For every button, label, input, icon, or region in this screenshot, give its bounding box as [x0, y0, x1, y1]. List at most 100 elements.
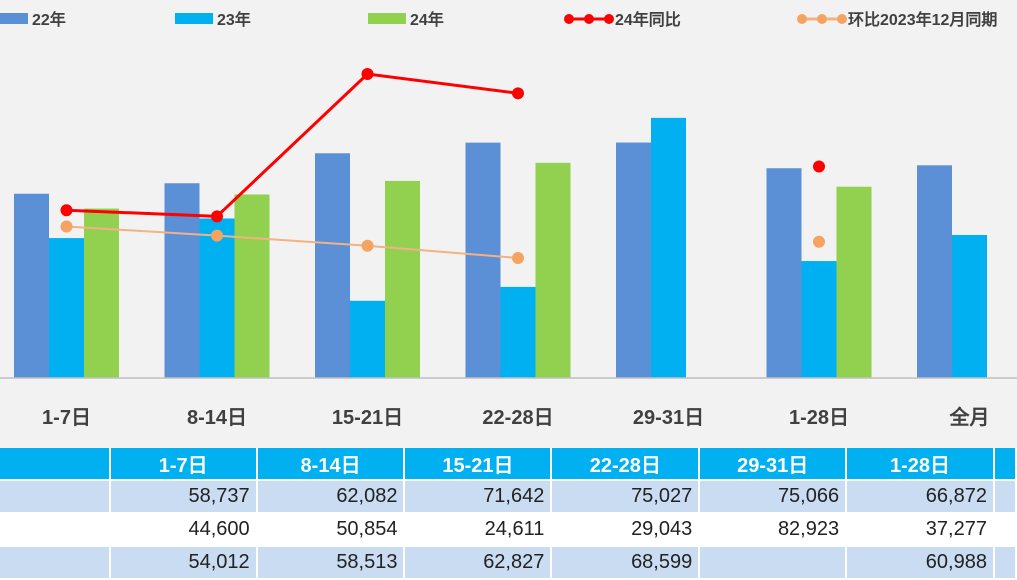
table-cell: 62,082: [256, 480, 406, 514]
bar-23年-全月: [952, 234, 987, 378]
table-header-cell: 1-28日: [846, 448, 995, 481]
bar-22年-29-31日: [616, 142, 651, 378]
table-cell: [699, 546, 848, 580]
table-header-cell: 15-21日: [404, 448, 553, 481]
table-cell: 44,600: [109, 513, 258, 547]
line-segment-24年同比: [215, 72, 369, 218]
table-cell: [0, 480, 111, 514]
legend-marker: [817, 14, 827, 24]
legend-marker: [584, 14, 594, 24]
bar-22年-15-21日: [315, 153, 350, 378]
legend-item: 24年同比: [564, 10, 681, 29]
combo-chart: 22年 23年 24年 24年同比 环比2023年12月同期 1-7日 8-14日 15-2…: [0, 10, 1017, 429]
bar-24年-15-21日: [385, 180, 420, 378]
x-tick-label: 全月: [949, 405, 990, 429]
point-24年同比-1-28日: [813, 160, 825, 173]
x-tick-label: 1-28日: [789, 407, 849, 429]
line-segment-环比2023年12月同期: [216, 234, 368, 247]
legend-swatch: [0, 13, 28, 24]
legend-item: 23年: [175, 10, 251, 29]
table-cell: [0, 513, 111, 547]
table-cell: 60,988: [846, 546, 995, 580]
bar-24年-1-7日: [84, 208, 119, 378]
bar-22年-22-28日: [465, 142, 501, 378]
line-segment-24年同比: [367, 72, 519, 95]
table-cell: 75,066: [699, 480, 848, 514]
table-header-cell: 29-31日: [699, 448, 848, 481]
bar-24年-8-14日: [234, 194, 270, 378]
line-segment-环比2023年12月同期: [66, 225, 218, 237]
line-segment-环比2023年12月同期: [367, 244, 519, 259]
legend-label: 22年: [32, 10, 66, 29]
bar-24年-22-28日: [535, 162, 571, 378]
point-环比2023年12月同期-1-7日: [60, 220, 73, 233]
legend-swatch: [175, 13, 213, 24]
legend-marker: [604, 14, 614, 24]
bar-22年-1-28日: [766, 168, 802, 378]
point-环比2023年12月同期-1-28日: [813, 235, 825, 248]
table-cell: 37,277: [846, 513, 995, 547]
bar-24年-1-28日: [836, 186, 872, 378]
x-axis-ticks: 1-7日 8-14日 15-21日 22-28日 29-31日 1-28日 全月: [42, 405, 989, 429]
table-cell: 71,642: [404, 480, 553, 514]
legend-marker: [797, 14, 807, 24]
point-环比2023年12月同期-15-21日: [361, 239, 374, 252]
table-header-cell: [0, 448, 111, 481]
bar-22年-全月: [917, 165, 952, 378]
bar-22年-8-14日: [164, 183, 200, 378]
data-table: 1-7日 8-14日 15-21日 22-28日 29-31日 1-28日 58,737 6…: [0, 448, 1017, 580]
table-cell: [993, 513, 1017, 547]
legend-item: 环比2023年12月同期: [797, 10, 997, 29]
table-cell: 50,854: [256, 513, 406, 547]
bar-23年-29-31日: [651, 117, 686, 379]
legend-swatch: [368, 13, 406, 24]
table-body: 58,737 62,082 71,642 75,027 75,066 66,872 44,6…: [0, 480, 1017, 580]
legend-item: 22年: [0, 10, 66, 29]
table-cell: 68,599: [551, 546, 701, 580]
bar-23年-1-28日: [801, 261, 837, 378]
table-cell: 24,611: [404, 513, 553, 547]
legend-marker: [564, 14, 574, 24]
x-tick-label: 8-14日: [187, 407, 247, 429]
table-cell: 62,827: [404, 546, 553, 580]
legend-item: 24年: [368, 10, 444, 29]
point-环比2023年12月同期-8-14日: [211, 229, 223, 242]
table-header-cell: [993, 448, 1017, 481]
table-cell: [0, 546, 111, 580]
bar-23年-22-28日: [500, 286, 536, 378]
legend: 22年 23年 24年 24年同比 环比2023年12月同期: [0, 10, 997, 29]
point-24年同比-22-28日: [512, 87, 524, 100]
table-cell: [993, 546, 1017, 580]
x-tick-label: 1-7日: [42, 407, 91, 429]
table-cell: 75,027: [551, 480, 701, 514]
table-header-cell: 8-14日: [256, 448, 406, 481]
table-header-cell: 22-28日: [551, 448, 701, 481]
table-cell: [993, 480, 1017, 514]
point-24年同比-15-21日: [361, 68, 374, 80]
point-环比2023年12月同期-22-28日: [512, 252, 524, 264]
table-cell: 58,513: [256, 546, 406, 580]
table-row: 44,600 50,854 24,611 29,043 82,923 37,277: [0, 513, 1017, 547]
bar-23年-1-7日: [49, 238, 84, 378]
table-cell: 66,872: [846, 480, 995, 514]
legend-label: 环比2023年12月同期: [848, 10, 997, 29]
table-row: 58,737 62,082 71,642 75,027 75,066 66,872: [0, 480, 1017, 514]
line-series: [60, 68, 825, 264]
legend-label: 24年: [410, 10, 444, 29]
x-tick-label: 29-31日: [633, 407, 704, 429]
table-cell: 29,043: [551, 513, 701, 547]
x-tick-label: 22-28日: [482, 407, 553, 429]
point-24年同比-8-14日: [211, 210, 223, 223]
table-header-cell: 1-7日: [109, 448, 258, 481]
bar-22年-1-7日: [14, 193, 49, 378]
table-cell: 58,737: [109, 480, 258, 514]
legend-marker: [837, 14, 847, 24]
line-segment-24年同比: [66, 208, 218, 218]
legend-label: 24年同比: [615, 10, 681, 29]
table-header-row: 1-7日 8-14日 15-21日 22-28日 29-31日 1-28日: [0, 448, 1017, 481]
point-24年同比-1-7日: [60, 204, 73, 217]
bar-series: [14, 117, 987, 379]
table-row: 54,012 58,513 62,827 68,599 60,988: [0, 546, 1017, 580]
table-cell: 82,923: [699, 513, 848, 547]
legend-label: 23年: [217, 10, 251, 29]
